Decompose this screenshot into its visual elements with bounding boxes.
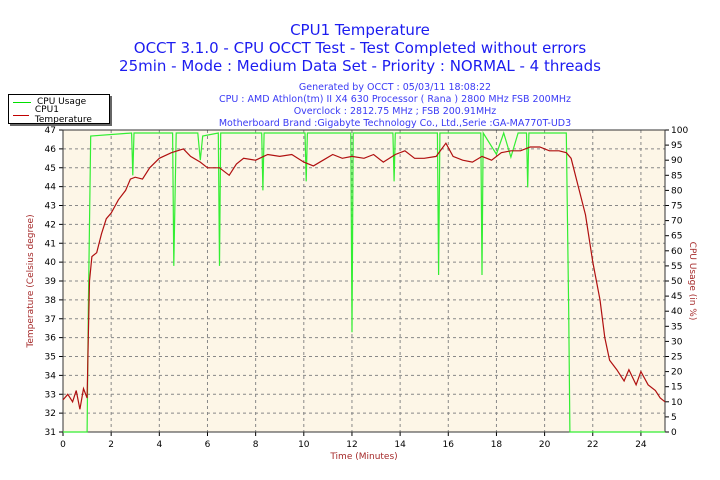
y-tick-label: 46 [45,145,57,155]
x-tick-label: 16 [443,440,455,450]
y2-tick-label: 50 [671,277,683,287]
cpu-info: CPU : AMD Athlon(tm) II X4 630 Processor… [218,94,572,105]
motherboard-info: Motherboard Brand :Gigabyte Technology C… [218,118,572,129]
x-tick-label: 6 [205,440,211,450]
y2-tick-label: 80 [671,186,683,196]
test-status: OCCT 3.1.0 - CPU OCCT Test - Test Comple… [133,39,587,57]
y2-tick-label: 85 [671,171,682,181]
x-tick-label: 18 [491,440,503,450]
y-tick-label: 31 [45,428,56,438]
legend-item-cpu-usage: CPU Usage [13,96,86,108]
test-mode: 25min - Mode : Medium Data Set - Priorit… [119,57,601,75]
y-tick-label: 47 [45,126,56,136]
chart-title: CPU1 Temperature [290,21,430,39]
y-tick-label: 37 [45,315,56,325]
y-tick-label: 41 [45,239,56,249]
y2-tick-label: 55 [671,262,682,272]
legend-swatch [13,101,31,103]
x-tick-label: 24 [635,440,647,450]
x-tick-label: 14 [394,440,406,450]
y2-tick-label: 10 [671,398,683,408]
y-tick-label: 43 [45,202,56,212]
x-tick-label: 22 [587,440,598,450]
x-tick-label: 2 [108,440,114,450]
y2-tick-label: 70 [671,217,683,227]
y2-tick-label: 65 [671,232,682,242]
overclock-info: Overclock : 2812.75 MHz ; FSB 200.91MHz [293,106,497,117]
y2-tick-label: 90 [671,156,683,166]
y2-tick-label: 30 [671,337,683,347]
legend: CPU Usage CPU1 Temperature [8,94,110,125]
x-tick-label: 8 [253,440,259,450]
x-tick-label: 12 [346,440,357,450]
y-tick-label: 35 [45,353,56,363]
y-tick-label: 39 [45,277,57,287]
y2-tick-label: 95 [671,141,682,151]
y2-tick-label: 75 [671,202,682,212]
y2-axis-label: CPU Usage (in %) [687,242,697,321]
y2-tick-label: 35 [671,322,682,332]
y2-tick-label: 0 [671,428,677,438]
y-tick-label: 44 [45,183,57,193]
y-tick-label: 33 [45,390,56,400]
legend-item-cpu1-temperature: CPU1 Temperature [13,105,109,125]
y-tick-label: 42 [45,220,56,230]
x-tick-label: 20 [539,440,551,450]
y2-tick-label: 45 [671,292,682,302]
series-line-cpu-usage [63,130,665,433]
plot-border [62,129,666,433]
y-tick-label: 34 [45,371,57,381]
x-tick-label: 10 [298,440,310,450]
series-line-cpu1-temperature [62,142,666,410]
x-tick-label: 0 [60,440,66,450]
y2-tick-label: 15 [671,383,682,393]
y-tick-label: 45 [45,164,56,174]
x-axis-label: Time (Minutes) [329,452,397,462]
y2-tick-label: 40 [671,307,683,317]
y-tick-label: 36 [45,334,57,344]
legend-label: CPU Usage [37,97,87,107]
y2-tick-label: 20 [671,368,683,378]
y-tick-label: 38 [45,296,57,306]
legend-label: CPU1 Temperature [34,105,92,125]
legend-swatch [13,114,29,116]
x-tick-label: 4 [156,440,162,450]
y-tick-label: 32 [45,409,56,419]
y-tick-label: 40 [45,258,57,268]
generated-info: Generated by OCCT : 05/03/11 18:08:22 [298,82,492,93]
y2-tick-label: 100 [671,126,688,136]
y2-tick-label: 60 [671,247,683,257]
y-axis-label: Temperature (Celsius degree) [26,214,36,348]
y2-tick-label: 5 [671,413,677,423]
y2-tick-label: 25 [671,353,682,363]
